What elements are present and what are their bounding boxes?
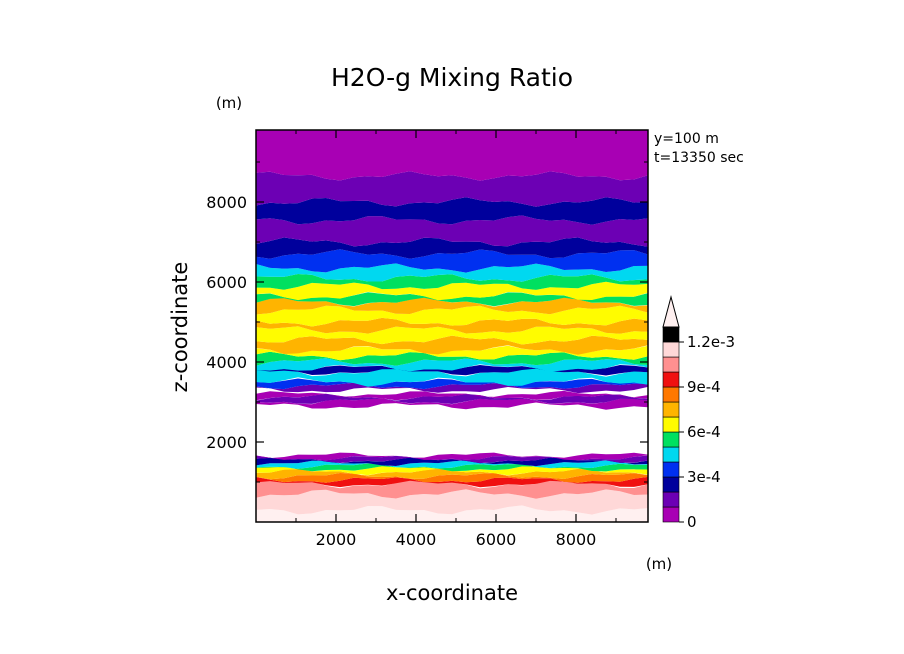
contour-band: [256, 171, 648, 207]
contour-band: [256, 326, 648, 345]
contour-band: [256, 393, 648, 404]
contour-band: [256, 489, 648, 515]
contour-band: [256, 281, 648, 301]
x-tick-label: 8000: [556, 530, 597, 549]
contour-band: [256, 305, 648, 327]
contour-band: [256, 367, 648, 387]
contour-band: [256, 390, 648, 401]
colorbar-tick-label: 9e-4: [687, 378, 721, 396]
contour-band: [256, 215, 648, 247]
colorbar-bin: [662, 506, 680, 523]
contour-band: [256, 274, 648, 290]
colorbar-bin: [662, 416, 680, 433]
contour-band: [256, 249, 648, 273]
x-tick-label: 2000: [316, 530, 357, 549]
colorbar-bin: [662, 386, 680, 403]
y-tick-label: 6000: [206, 273, 247, 292]
contour-band: [256, 457, 648, 467]
colorbar-tick-label: 6e-4: [687, 423, 721, 441]
colorbar-extend-arrow: [662, 295, 680, 328]
contour-band: [256, 197, 648, 225]
contour-band: [256, 378, 648, 390]
colorbar-bin: [662, 491, 680, 508]
chart-title: H2O-g Mixing Ratio: [331, 63, 573, 92]
contour-band: [256, 505, 648, 522]
y-unit-label: (m): [216, 94, 242, 112]
y-axis-ticks: 2000 4000 6000 8000: [206, 161, 648, 483]
x-axis-ticks: 2000 4000 6000 8000: [295, 130, 617, 549]
contour-bands: [256, 130, 648, 522]
y-tick-label: 8000: [206, 193, 247, 212]
x-tick-label: 4000: [396, 530, 437, 549]
colorbar-tick-label: 0: [687, 513, 697, 531]
x-tick-label: 6000: [476, 530, 517, 549]
contour-band: [256, 263, 648, 282]
contour-band: [256, 479, 648, 499]
colorbar-bin: [662, 341, 680, 358]
contour-band: [256, 463, 648, 472]
colorbar-bin: [662, 371, 680, 388]
contour-band: [256, 473, 648, 483]
contour-band: [256, 455, 648, 464]
contour-band: [256, 460, 648, 469]
annotation-y-position: y=100 m: [654, 131, 719, 147]
annotation-time: t=13350 sec: [654, 150, 744, 166]
contour-band: [256, 466, 648, 476]
contour-band: [256, 130, 648, 181]
contour-band: [256, 382, 648, 394]
contour-band: [256, 452, 648, 461]
contour-band: [256, 335, 648, 355]
contour-band: [256, 292, 648, 307]
contour-band: [256, 297, 648, 315]
plot-frame: [255, 129, 649, 523]
y-tick-label: 2000: [206, 433, 247, 452]
contour-band: [256, 358, 648, 372]
colorbar-bin: [662, 446, 680, 463]
contour-band: [256, 476, 648, 488]
colorbar: 0 3e-4 6e-4 9e-4 1.2e-3: [662, 295, 735, 531]
colorbar-tick-label: 3e-4: [687, 468, 721, 486]
contour-band: [256, 237, 648, 259]
colorbar-bin: [662, 326, 680, 343]
x-unit-label: (m): [646, 555, 672, 573]
contour-band: [256, 468, 648, 480]
contour-band: [256, 351, 648, 366]
contour-band: [256, 317, 648, 334]
colorbar-bin: [662, 401, 680, 418]
y-tick-label: 4000: [206, 353, 247, 372]
y-axis-label: z-coordinate: [168, 262, 192, 393]
x-axis-label: x-coordinate: [386, 581, 518, 605]
colorbar-tick-label: 1.2e-3: [687, 333, 735, 351]
colorbar-bin: [662, 356, 680, 373]
colorbar-bin: [662, 461, 680, 478]
contour-band: [256, 398, 648, 410]
colorbar-bin: [662, 476, 680, 493]
colorbar-bin: [662, 431, 680, 448]
